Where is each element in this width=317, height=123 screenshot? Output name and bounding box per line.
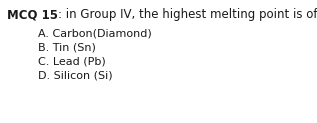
Text: B. Tin (Sn): B. Tin (Sn) <box>38 42 96 52</box>
Text: C. Lead (Pb): C. Lead (Pb) <box>38 56 106 66</box>
Text: MCQ 15: MCQ 15 <box>7 8 58 21</box>
Text: : in Group IV, the highest melting point is of: : in Group IV, the highest melting point… <box>58 8 317 21</box>
Text: A. Carbon(Diamond): A. Carbon(Diamond) <box>38 28 152 38</box>
Text: D. Silicon (Si): D. Silicon (Si) <box>38 70 113 80</box>
